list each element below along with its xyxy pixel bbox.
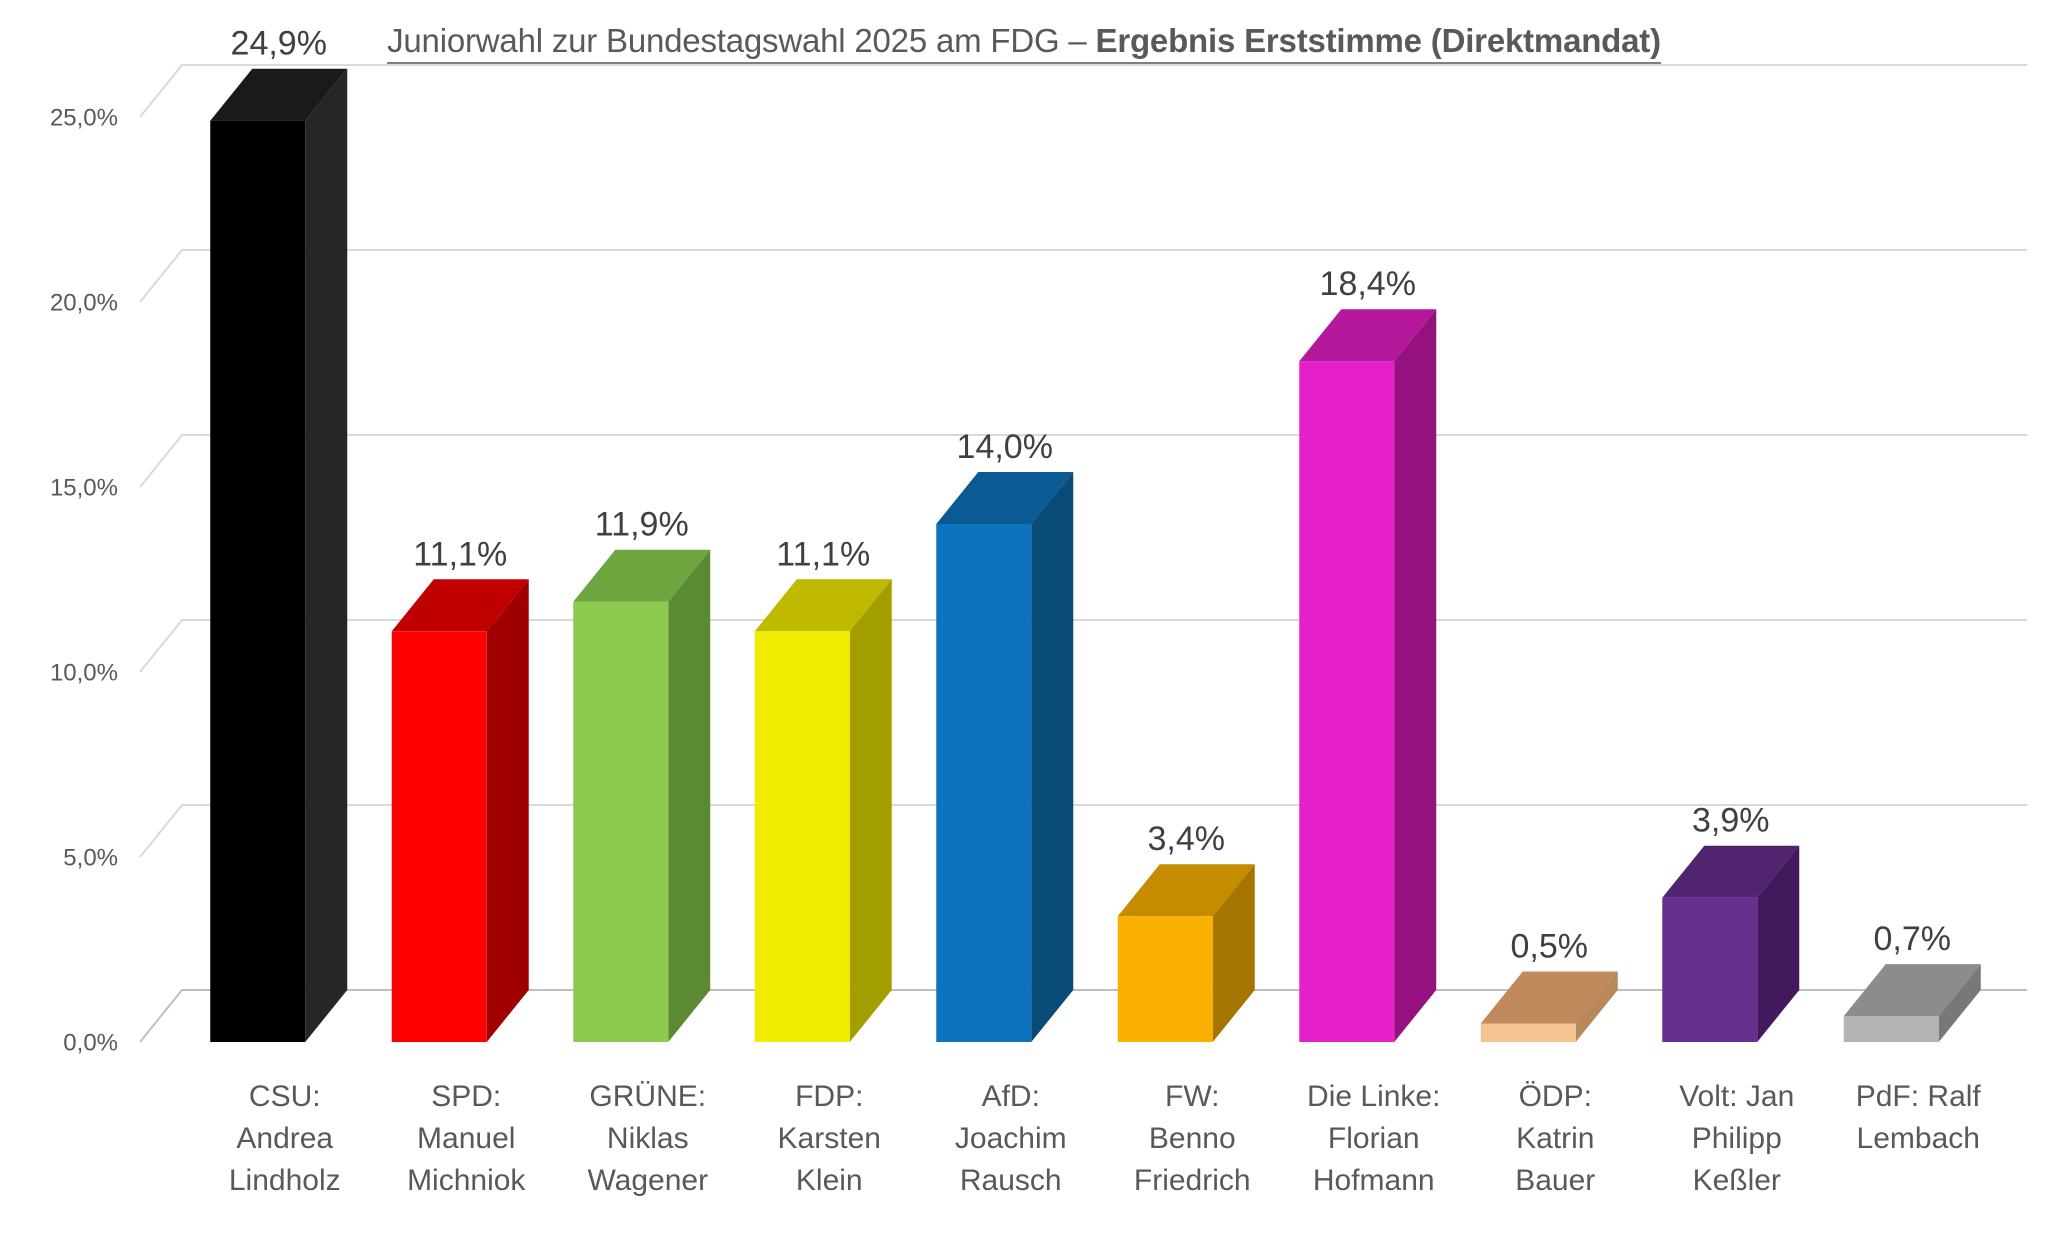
y-tick-label: 25,0%	[50, 104, 118, 131]
bar-value-label: 14,0%	[957, 428, 1053, 466]
y-axis-tick-labels: 0,0% 5,0% 10,0% 15,0% 20,0% 25,0%	[50, 104, 118, 1056]
x-category-label-line: Benno	[1149, 1122, 1236, 1155]
x-category-label-line: Lindholz	[229, 1164, 341, 1197]
bar-afd[interactable]	[936, 472, 1074, 1042]
bar-face	[391, 579, 529, 632]
y-tick-label: 10,0%	[50, 659, 118, 686]
chart-title: Juniorwahl zur Bundestagswahl 2025 am FD…	[0, 22, 2048, 64]
gridline	[139, 434, 2027, 488]
bar-face	[391, 631, 487, 1042]
bar-face	[1212, 864, 1255, 1042]
bar-die-linke[interactable]	[1299, 309, 1437, 1042]
x-category-label-line: Joachim	[955, 1122, 1067, 1155]
x-category-label-line: Andrea	[236, 1122, 333, 1155]
bar-grüne[interactable]	[573, 549, 711, 1042]
x-category-label-line: Katrin	[1516, 1122, 1594, 1155]
bar-face	[1117, 916, 1213, 1042]
gridline	[139, 64, 2027, 118]
bar-face	[936, 472, 1074, 524]
x-category-label-line: ÖDP:	[1519, 1080, 1592, 1113]
bar-face	[210, 68, 348, 121]
bar-fdp[interactable]	[754, 579, 892, 1042]
x-category-label-line: Friedrich	[1134, 1164, 1251, 1197]
bar-value-label: 11,1%	[413, 535, 507, 573]
bar-face	[668, 549, 711, 1042]
bar-face	[936, 524, 1032, 1042]
bar-value-labels: 24,9% 11,1% 11,9% 11,1% 14,0% 3,4% 18,4% 0,5% 3,…	[231, 25, 1951, 966]
x-category-label-line: Die Linke:	[1307, 1080, 1440, 1113]
bar-face	[754, 579, 892, 632]
bar-face	[1757, 845, 1800, 1042]
x-category-label-line: Florian	[1328, 1122, 1420, 1155]
x-category-label-line: PdF: Ralf	[1856, 1080, 1982, 1113]
bar-face	[1031, 472, 1074, 1042]
x-category-label-line: Manuel	[417, 1122, 515, 1155]
x-category-label-line: Lembach	[1857, 1122, 1980, 1155]
bar-face	[1843, 964, 1981, 1017]
bar-value-label: 0,5%	[1511, 928, 1589, 966]
x-category-label-line: SPD:	[431, 1080, 501, 1113]
x-category-label-line: Wagener	[587, 1164, 708, 1197]
x-axis-category-labels: CSU: Andrea Lindholz SPD: Manuel Michniok GRÜN…	[229, 1080, 1982, 1197]
bar-value-label: 3,4%	[1148, 820, 1226, 858]
bar-face	[754, 631, 850, 1042]
bar-face	[573, 601, 669, 1042]
bar-face	[1938, 964, 1981, 1042]
x-category-label-line: Klein	[796, 1164, 863, 1197]
bar-face	[1662, 897, 1758, 1042]
bar-face	[1480, 971, 1618, 1024]
bar-csu[interactable]	[210, 68, 348, 1042]
bar-face	[210, 120, 306, 1042]
y-tick-label: 5,0%	[63, 844, 118, 871]
bar-face	[305, 68, 348, 1042]
bar-fw[interactable]	[1117, 864, 1255, 1042]
chart-title-normal: Juniorwahl zur Bundestagswahl 2025 am FD…	[387, 22, 1096, 64]
x-category-label-line: Hofmann	[1313, 1164, 1435, 1197]
bar-face	[1299, 361, 1395, 1042]
bar-face	[1575, 971, 1618, 1042]
y-tick-label: 20,0%	[50, 289, 118, 316]
bar-value-label: 3,9%	[1692, 802, 1770, 840]
bar-value-label: 24,9%	[231, 25, 327, 63]
x-category-label-line: FW:	[1165, 1080, 1219, 1113]
bar-volt[interactable]	[1662, 845, 1800, 1042]
bar-spd[interactable]	[391, 579, 529, 1042]
x-category-label-line: Philipp	[1692, 1122, 1782, 1155]
x-category-label-line: Bauer	[1515, 1164, 1595, 1197]
bar-face	[1843, 1016, 1939, 1042]
bar-face	[1480, 1023, 1576, 1042]
bar-face	[849, 579, 892, 1042]
chart-title-bold: Ergebnis Erststimme (Direktmandat)	[1095, 22, 1661, 64]
x-category-label-line: AfD:	[982, 1080, 1040, 1113]
y-tick-label: 15,0%	[50, 474, 118, 501]
x-category-label-line: Niklas	[607, 1122, 689, 1155]
bar-face	[1394, 309, 1437, 1042]
x-category-label-line: Karsten	[778, 1122, 881, 1155]
bar-pdf[interactable]	[1843, 964, 1981, 1042]
bar-face	[573, 549, 711, 602]
bar-face	[486, 579, 529, 1042]
x-category-label-line: Michniok	[407, 1164, 526, 1197]
x-category-label-line: Rausch	[960, 1164, 1062, 1197]
bars-group	[210, 68, 1981, 1043]
x-category-label-line: Keßler	[1693, 1164, 1781, 1197]
gridline	[139, 249, 2027, 303]
x-category-label-line: FDP:	[795, 1080, 863, 1113]
bar-value-label: 11,1%	[776, 535, 870, 573]
bar-face	[1662, 845, 1800, 898]
bar-value-label: 18,4%	[1320, 265, 1416, 303]
bar-face	[1299, 309, 1437, 362]
bar-face	[1117, 864, 1255, 917]
bar-ödp[interactable]	[1480, 971, 1618, 1043]
x-category-label-line: Volt: Jan	[1679, 1080, 1794, 1113]
bar-value-label: 11,9%	[595, 506, 689, 544]
x-category-label-line: GRÜNE:	[589, 1080, 706, 1113]
y-tick-label: 0,0%	[63, 1029, 118, 1056]
bar-value-label: 0,7%	[1874, 920, 1952, 958]
x-category-label-line: CSU:	[249, 1080, 321, 1113]
